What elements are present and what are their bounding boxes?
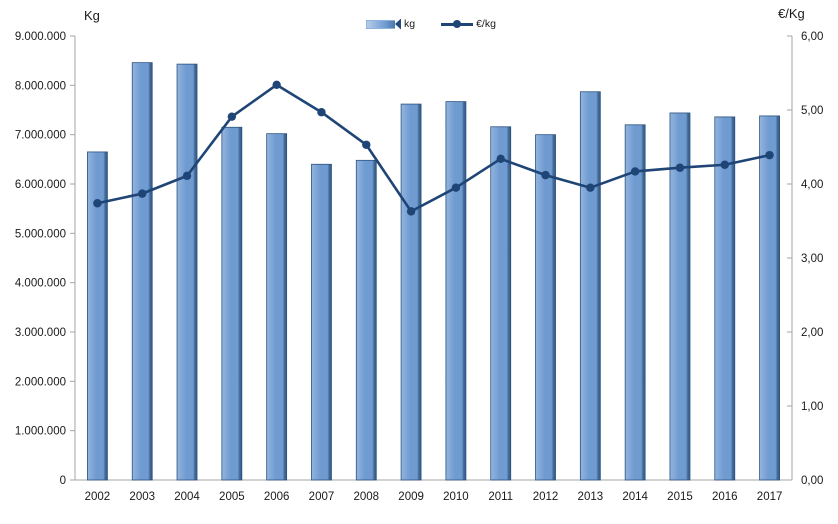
left-axis-tick-label: 8.000.000 xyxy=(15,80,66,92)
legend-item-kg: kg xyxy=(366,18,415,30)
price-marker-2009 xyxy=(406,207,416,216)
bar-2012 xyxy=(535,134,556,481)
bar-2002 xyxy=(87,151,108,481)
bar-2010 xyxy=(445,101,467,481)
price-marker-2006 xyxy=(272,80,281,90)
left-axis-tick-label: 4.000.000 xyxy=(15,278,66,290)
bar-2003 xyxy=(131,62,153,481)
left-axis-tick-label: 0 xyxy=(60,475,66,487)
price-marker-2014 xyxy=(630,167,640,176)
x-axis-label-2014: 2014 xyxy=(622,491,648,503)
x-axis-label-2017: 2017 xyxy=(757,491,783,503)
price-marker-2016 xyxy=(720,160,729,169)
right-axis-title: €/Kg xyxy=(778,6,805,21)
left-axis-tick-label: 7.000.000 xyxy=(15,130,66,142)
bar-2004 xyxy=(176,63,198,481)
left-axis-tick-label: 3.000.000 xyxy=(15,327,66,339)
bar-2017 xyxy=(759,115,780,481)
right-axis-tick-label: 6,00 xyxy=(801,31,823,43)
bar-2005 xyxy=(221,126,243,481)
x-axis-label-2003: 2003 xyxy=(129,491,155,503)
price-marker-2004 xyxy=(182,171,192,181)
x-axis-label-2004: 2004 xyxy=(174,491,200,503)
right-axis-tick-label: 1,00 xyxy=(801,401,823,413)
price-marker-2007 xyxy=(317,108,326,117)
legend-item-price: €/kg xyxy=(441,18,496,30)
x-axis-label-2008: 2008 xyxy=(353,491,379,503)
right-axis-tick-label: 5,00 xyxy=(801,105,823,117)
price-marker-2003 xyxy=(138,189,147,198)
kg-bar-swatch-icon xyxy=(366,18,401,30)
price-line-swatch-icon xyxy=(441,19,474,28)
price-marker-2005 xyxy=(227,112,237,121)
bar-2014 xyxy=(624,124,646,481)
bar-2007 xyxy=(311,163,332,481)
x-axis-label-2011: 2011 xyxy=(488,491,513,503)
left-axis-tick-label: 6.000.000 xyxy=(15,179,66,191)
bar-2011 xyxy=(490,126,512,481)
price-marker-2015 xyxy=(675,163,685,172)
left-axis-tick-label: 2.000.000 xyxy=(15,376,66,388)
x-axis-label-2007: 2007 xyxy=(309,491,335,503)
x-axis-label-2012: 2012 xyxy=(533,491,559,503)
bar-2009 xyxy=(400,103,422,481)
x-axis-label-2013: 2013 xyxy=(578,491,604,503)
price-marker-2017 xyxy=(765,150,774,160)
right-axis-tick-label: 3,00 xyxy=(801,253,823,265)
left-axis-tick-label: 5.000.000 xyxy=(15,228,66,240)
right-axis-tick-label: 2,00 xyxy=(801,327,823,339)
price-marker-2010 xyxy=(451,183,461,192)
bar-2015 xyxy=(669,112,691,481)
bar-2006 xyxy=(266,133,288,481)
legend-label-price: €/kg xyxy=(476,18,496,30)
price-marker-2002 xyxy=(93,199,102,208)
price-marker-2012 xyxy=(541,170,550,180)
legend-label-kg: kg xyxy=(404,18,416,30)
x-axis-label-2002: 2002 xyxy=(85,491,111,503)
price-marker-2008 xyxy=(362,140,371,149)
x-axis-label-2009: 2009 xyxy=(398,491,424,503)
right-axis-tick-label: 4,00 xyxy=(801,179,823,191)
x-axis-label-2016: 2016 xyxy=(712,491,738,503)
left-axis-title: Kg xyxy=(84,8,100,23)
price-marker-2013 xyxy=(586,183,595,192)
x-axis-label-2006: 2006 xyxy=(264,491,290,503)
x-axis-label-2015: 2015 xyxy=(667,491,693,503)
legend: kg €/kg xyxy=(366,18,496,30)
price-marker-2011 xyxy=(496,154,505,164)
price-line xyxy=(97,83,770,213)
right-axis-tick-label: 0,00 xyxy=(801,475,823,487)
bar-2008 xyxy=(355,159,377,481)
left-axis-tick-label: 9.000.000 xyxy=(15,31,66,43)
x-axis-label-2010: 2010 xyxy=(443,491,469,503)
left-axis-tick-label: 1.000.000 xyxy=(15,426,66,438)
bar-2013 xyxy=(579,91,601,481)
bar-2016 xyxy=(714,116,736,481)
x-axis-label-2005: 2005 xyxy=(219,491,245,503)
